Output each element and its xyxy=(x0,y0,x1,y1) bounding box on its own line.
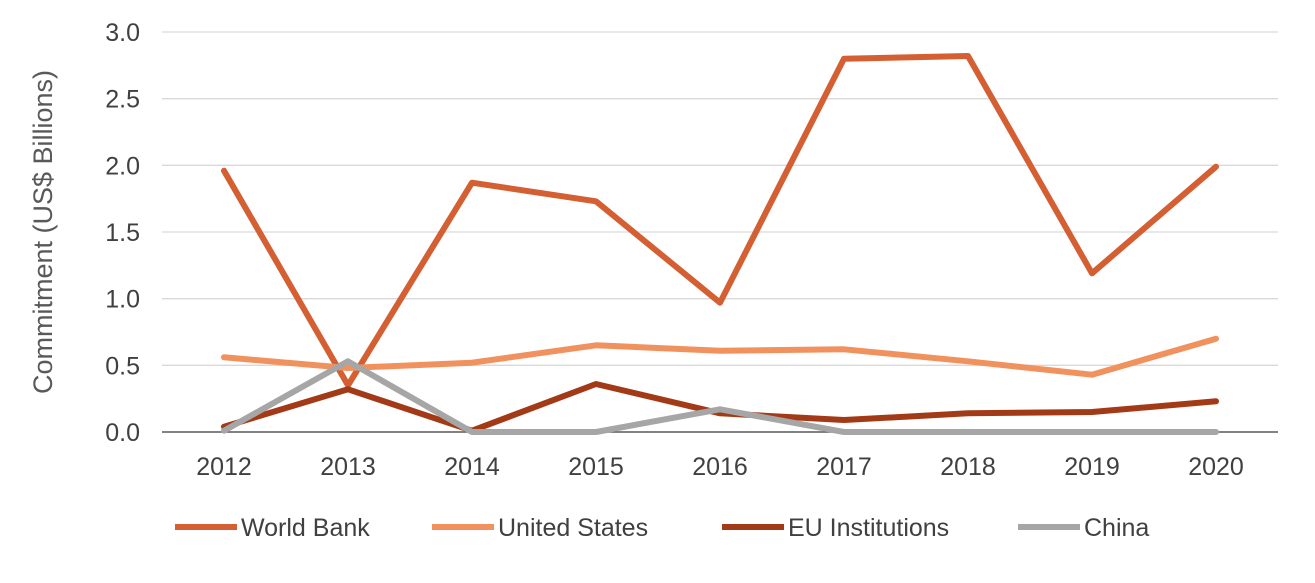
x-tick-label: 2017 xyxy=(816,453,872,481)
legend-label-world-bank: World Bank xyxy=(241,514,370,542)
y-tick-label: 0.5 xyxy=(105,352,140,380)
x-tick-label: 2018 xyxy=(940,453,996,481)
legend-label-united-states: United States xyxy=(498,514,648,542)
y-tick-label: 3.0 xyxy=(105,19,140,47)
x-tick-label: 2019 xyxy=(1064,453,1120,481)
x-tick-label: 2012 xyxy=(196,453,252,481)
series-lines xyxy=(224,56,1216,432)
y-tick-labels: 0.0 0.5 1.0 1.5 2.0 2.5 3.0 xyxy=(105,19,140,447)
legend-label-china: China xyxy=(1084,514,1149,542)
x-tick-label: 2016 xyxy=(692,453,748,481)
gridlines xyxy=(162,32,1278,365)
x-tick-label: 2020 xyxy=(1188,453,1244,481)
y-tick-label: 2.5 xyxy=(105,86,140,114)
x-tick-labels: 2012 2013 2014 2015 2016 2017 2018 2019 2020 xyxy=(196,453,1244,481)
y-tick-label: 2.0 xyxy=(105,152,140,180)
legend-label-eu-institutions: EU Institutions xyxy=(788,514,949,542)
y-tick-label: 0.0 xyxy=(105,419,140,447)
series-line-world-bank xyxy=(224,56,1216,385)
x-tick-label: 2015 xyxy=(568,453,624,481)
y-axis-label: Commitment (US$ Billions) xyxy=(28,70,58,394)
y-tick-label: 1.0 xyxy=(105,286,140,314)
legend: World Bank United States EU Institutions Ch… xyxy=(175,514,1149,542)
x-tick-label: 2014 xyxy=(444,453,500,481)
y-tick-label: 1.5 xyxy=(105,219,140,247)
x-tick-label: 2013 xyxy=(320,453,376,481)
